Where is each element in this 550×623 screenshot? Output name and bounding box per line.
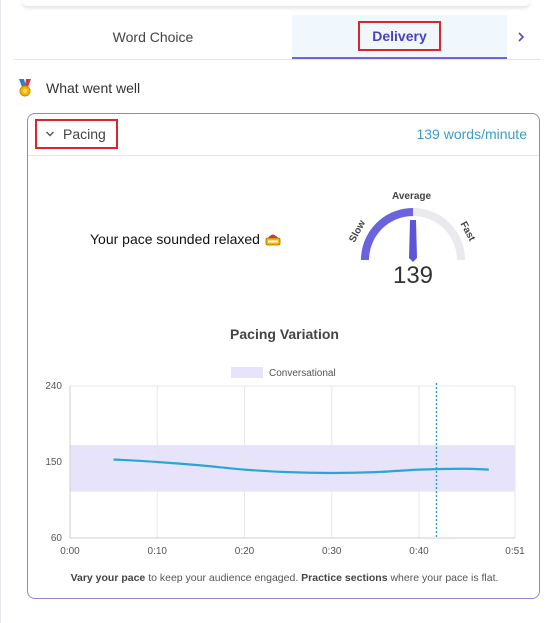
gauge-label-average: Average	[392, 191, 432, 202]
pace-summary: Your pace sounded relaxed	[90, 231, 281, 247]
medal-icon	[19, 79, 31, 97]
x-tick-label: 0:20	[235, 546, 255, 557]
pace-series-line	[113, 458, 489, 475]
x-tick-label: 0:51	[505, 546, 525, 557]
pacing-card-header: Pacing 139 words/minute	[28, 114, 539, 156]
tab-delivery[interactable]: Delivery	[292, 15, 507, 59]
section-header: What went well	[17, 79, 140, 97]
legend-label: Conversational	[269, 368, 336, 379]
tab-delivery-label: Delivery	[358, 21, 441, 51]
pacing-chart: Conversational 0:00 0:10 0:20 0:30 0:40 0:51 60…	[45, 367, 525, 557]
tip-text-1: to keep your audience engaged.	[145, 572, 302, 584]
gauge-dial	[361, 208, 465, 262]
tab-bar: Word Choice Delivery	[14, 15, 540, 60]
tip-emphasis-2: Practice sections	[301, 572, 388, 584]
y-tick-label: 150	[45, 457, 62, 468]
gauge-needle	[409, 220, 417, 262]
tab-next-button[interactable]	[509, 15, 533, 58]
tab-word-choice[interactable]: Word Choice	[14, 15, 292, 58]
tab-word-choice-label: Word Choice	[112, 28, 194, 45]
tip-text-2: where your pace is flat.	[387, 572, 499, 584]
pacing-card: Pacing 139 words/minute Your pace sounde…	[27, 113, 540, 599]
chevron-down-icon	[46, 131, 54, 137]
chevron-right-icon	[518, 31, 525, 42]
pacing-toggle[interactable]: Pacing	[35, 119, 118, 149]
words-per-minute: 139 words/minute	[416, 126, 527, 142]
gauge-value: 139	[392, 262, 434, 289]
pacing-toggle-label: Pacing	[63, 126, 106, 142]
y-tick-label: 60	[51, 533, 63, 544]
top-panel-edge	[22, 0, 530, 6]
pace-summary-text: Your pace sounded relaxed	[90, 231, 260, 247]
tip-emphasis-1: Vary your pace	[70, 572, 146, 584]
x-tick-label: 0:00	[60, 546, 80, 557]
legend-swatch	[231, 367, 263, 378]
x-tick-label: 0:10	[148, 546, 168, 557]
x-tick-label: 0:30	[322, 546, 342, 557]
sleeping-emoji-icon	[265, 234, 281, 246]
pacing-tip: Vary your pace to keep your audience eng…	[28, 572, 541, 584]
left-border	[0, 0, 1, 623]
y-tick-label: 240	[45, 381, 62, 392]
section-title: What went well	[46, 80, 141, 96]
pace-gauge: Average Slow Fast 139	[347, 184, 478, 294]
x-tick-label: 0:40	[409, 546, 429, 557]
chart-title: Pacing Variation	[230, 326, 339, 342]
